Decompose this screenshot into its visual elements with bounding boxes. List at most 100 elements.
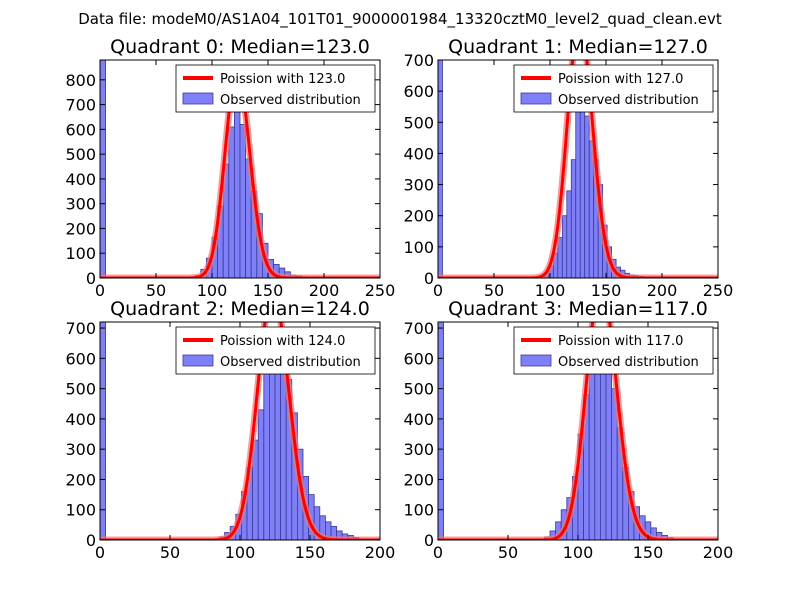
- legend-label-bars: Observed distribution: [558, 93, 699, 108]
- x-tick-label: 200: [365, 543, 396, 562]
- histogram-bar: [566, 190, 572, 278]
- legend-bar-swatch: [182, 354, 214, 367]
- y-tick-label: 700: [65, 319, 96, 338]
- y-tick-label: 600: [65, 349, 96, 368]
- y-tick-label: 800: [65, 71, 96, 90]
- y-tick-label: 500: [403, 113, 434, 132]
- legend: Poission with 123.0 Observed distribution: [175, 64, 376, 113]
- histogram-bar: [588, 357, 596, 540]
- y-tick-label: 0: [86, 269, 96, 288]
- y-tick-label: 200: [65, 470, 96, 489]
- x-tick-label: 50: [484, 281, 504, 300]
- y-tick-label: 300: [65, 195, 96, 214]
- x-tick-label: 0: [433, 281, 443, 300]
- y-tick-label: 100: [65, 501, 96, 520]
- y-tick-label: 400: [403, 410, 434, 429]
- y-tick-label: 700: [403, 51, 434, 70]
- histogram-bar: [100, 322, 106, 540]
- histogram-bar: [263, 370, 270, 540]
- y-tick-label: 200: [403, 470, 434, 489]
- y-tick-label: 100: [65, 244, 96, 263]
- y-tick-label: 0: [86, 531, 96, 550]
- y-tick-label: 600: [403, 349, 434, 368]
- histogram-bar: [257, 409, 265, 540]
- y-tick-label: 300: [65, 440, 96, 459]
- x-tick-label: 250: [365, 281, 396, 300]
- histogram-bar: [438, 322, 444, 540]
- legend-label-bars: Observed distribution: [220, 355, 361, 370]
- y-tick-label: 200: [65, 219, 96, 238]
- histogram-bar: [570, 159, 577, 278]
- histogram-bar: [239, 124, 246, 278]
- y-tick-label: 300: [403, 440, 434, 459]
- legend-label-line: Poission with 124.0: [220, 334, 345, 349]
- x-tick-label: 50: [146, 281, 166, 300]
- subplot-0: Quadrant 0: Median=123.0 0 50 100 150 200 250 0…: [65, 36, 395, 300]
- y-tick-label: 700: [65, 96, 96, 115]
- y-tick-label: 100: [403, 501, 434, 520]
- legend-label-line: Poission with 117.0: [558, 334, 683, 349]
- histogram-bar: [561, 215, 568, 278]
- subplot-title: Quadrant 3: Median=117.0: [448, 298, 708, 320]
- histogram-bar: [438, 60, 443, 278]
- histogram-bar: [228, 126, 235, 278]
- y-tick-label: 300: [403, 176, 434, 195]
- y-tick-label: 0: [424, 531, 434, 550]
- x-tick-label: 150: [253, 281, 284, 300]
- x-tick-label: 250: [703, 281, 734, 300]
- y-tick-label: 0: [424, 269, 434, 288]
- subplot-grid: Quadrant 0: Median=123.0 0 50 100 150 200 250 0…: [65, 36, 734, 562]
- y-tick-label: 500: [65, 380, 96, 399]
- y-tick-label: 100: [403, 238, 434, 257]
- legend: Poission with 127.0 Observed distribution: [513, 64, 714, 113]
- x-tick-label: 150: [591, 281, 622, 300]
- subplot-2: Quadrant 2: Median=124.0 0 50 100 150 200 0 100…: [65, 298, 396, 562]
- y-tick-label: 500: [403, 380, 434, 399]
- y-tick-label: 400: [65, 410, 96, 429]
- histogram-bar: [233, 111, 241, 278]
- y-tick-label: 700: [403, 319, 434, 338]
- x-tick-label: 150: [633, 543, 664, 562]
- axes-frame: [99, 59, 381, 279]
- y-tick-label: 400: [403, 144, 434, 163]
- legend-bar-swatch: [182, 92, 214, 105]
- histogram-bar: [584, 115, 590, 278]
- subplot-title: Quadrant 2: Median=124.0: [110, 298, 370, 320]
- legend: Poission with 117.0 Observed distribution: [513, 326, 714, 375]
- x-tick-label: 100: [197, 281, 228, 300]
- legend-label-line: Poission with 123.0: [220, 72, 345, 87]
- legend-label-line: Poission with 127.0: [558, 72, 683, 87]
- subplot-3: Quadrant 3: Median=117.0 0 50 100 150 200 0 100…: [403, 298, 734, 562]
- legend-label-bars: Observed distribution: [558, 355, 699, 370]
- x-tick-label: 200: [309, 281, 340, 300]
- legend: Poission with 124.0 Observed distribution: [175, 326, 376, 375]
- x-tick-label: 200: [647, 281, 678, 300]
- x-tick-label: 50: [160, 543, 180, 562]
- y-tick-label: 600: [65, 120, 96, 139]
- x-tick-label: 50: [498, 543, 518, 562]
- y-tick-label: 200: [403, 207, 434, 226]
- x-tick-label: 100: [563, 543, 594, 562]
- plot-area: [438, 60, 718, 278]
- x-tick-label: 150: [295, 543, 326, 562]
- x-tick-label: 200: [703, 543, 734, 562]
- x-tick-label: 100: [225, 543, 256, 562]
- y-tick-label: 500: [65, 145, 96, 164]
- subplot-1: Quadrant 1: Median=127.0 0 50 100 150 200 250 0…: [403, 36, 734, 300]
- subplot-title: Quadrant 1: Median=127.0: [448, 36, 708, 58]
- legend-bar-swatch: [520, 92, 552, 105]
- x-tick-label: 0: [95, 543, 105, 562]
- subplot-title: Quadrant 0: Median=123.0: [110, 36, 370, 58]
- histogram-bar: [575, 109, 581, 278]
- figure-suptitle: Data file: modeM0/AS1A04_101T01_90000019…: [78, 10, 722, 29]
- plot-area: [100, 322, 380, 540]
- x-tick-label: 0: [95, 281, 105, 300]
- legend-label-bars: Observed distribution: [220, 93, 361, 108]
- histogram-bar: [605, 360, 612, 540]
- x-tick-label: 0: [433, 543, 443, 562]
- legend-bar-swatch: [520, 354, 552, 367]
- y-tick-label: 400: [65, 170, 96, 189]
- histogram-bar: [100, 60, 106, 278]
- x-tick-label: 100: [535, 281, 566, 300]
